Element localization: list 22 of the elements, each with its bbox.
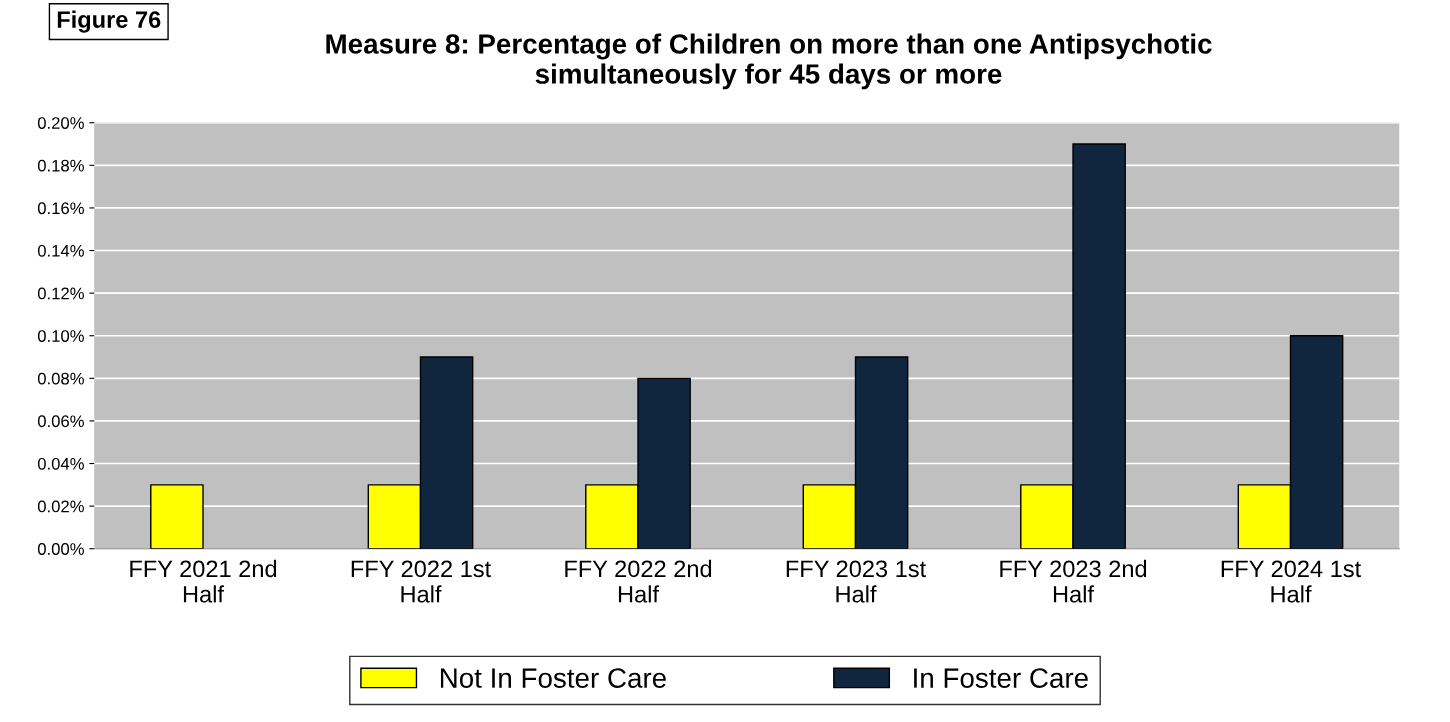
x-tick-label: FFY 2022 1st Half (351, 560, 491, 603)
y-tick-label: 0.14% (37, 244, 84, 257)
y-tick-label: 0.08% (37, 372, 84, 385)
x-tick-label: FFY 2023 2nd Half (1000, 559, 1147, 603)
y-tick-label: 0.20% (37, 117, 84, 129)
x-tick-label: FFY 2023 1st Half (786, 560, 926, 603)
y-tick-label: 0.06% (37, 415, 84, 428)
bar (150, 484, 204, 549)
chart-title: Measure 8: Percentage of Children on more than one Antipsychotic simultaneously for 45 days or more (326, 33, 1212, 90)
caption: Figure 76 (57, 10, 161, 33)
legend-label: In Foster Care (914, 668, 1088, 688)
legend-label: Not In Foster Care (440, 668, 666, 688)
x-tick-label: FFY 2021 2nd Half (130, 559, 277, 603)
y-tick-label: 0.12% (37, 287, 84, 300)
x-tick-label: FFY 2024 1st Half (1221, 560, 1361, 603)
y-tick-label: 0.18% (37, 159, 84, 172)
y-tick-label: 0.16% (37, 202, 84, 215)
y-tick-label: 0.02% (37, 500, 84, 513)
y-tick-label: 0.10% (37, 330, 84, 342)
y-tick-label: 0.04% (37, 457, 84, 470)
y-tick-label: 0.00% (37, 543, 84, 555)
x-tick-label: FFY 2022 2nd Half (565, 559, 712, 603)
